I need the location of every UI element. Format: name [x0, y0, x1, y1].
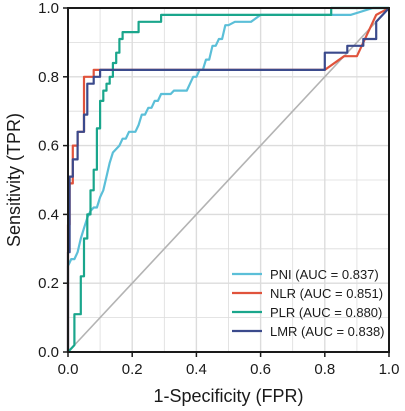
- x-axis: 0.0 0.2 0.4 0.6 0.8 1.0: [58, 352, 400, 378]
- y-tick-label: 0.0: [38, 344, 59, 361]
- x-axis-label: 1-Specificity (FPR): [153, 386, 303, 406]
- x-tick-label: 0.2: [122, 361, 143, 378]
- y-tick-label: 0.8: [38, 69, 59, 86]
- plot-frame: [67, 7, 390, 353]
- x-tick-label: 1.0: [379, 361, 400, 378]
- x-tick-label: 0.4: [186, 361, 207, 378]
- roc-curve-plr: [67, 6, 389, 353]
- reference-diagonal: [67, 7, 390, 353]
- legend-label: PNI (AUC = 0.837): [270, 267, 379, 282]
- x-tick-label: 0.0: [58, 361, 79, 378]
- roc-curve-lmr: [66, 7, 390, 352]
- y-tick-label: 0.6: [38, 138, 59, 155]
- legend: PNI (AUC = 0.837) NLR (AUC = 0.851) PLR (A…: [232, 267, 385, 339]
- legend-label: LMR (AUC = 0.838): [270, 324, 385, 339]
- legend-label: PLR (AUC = 0.880): [270, 305, 382, 320]
- y-tick-label: 0.2: [38, 275, 59, 292]
- x-tick-label: 0.8: [314, 361, 335, 378]
- y-axis-label: Sensitivity (TPR): [4, 113, 24, 247]
- y-axis: 0.0 0.2 0.4 0.6 0.8 1.0: [38, 0, 68, 361]
- roc-curves: [66, 6, 390, 353]
- roc-curve-pni: [66, 6, 389, 352]
- x-tick-label: 0.6: [250, 361, 271, 378]
- y-tick-label: 0.4: [38, 206, 59, 223]
- legend-label: NLR (AUC = 0.851): [270, 286, 383, 301]
- y-tick-label: 1.0: [38, 0, 59, 17]
